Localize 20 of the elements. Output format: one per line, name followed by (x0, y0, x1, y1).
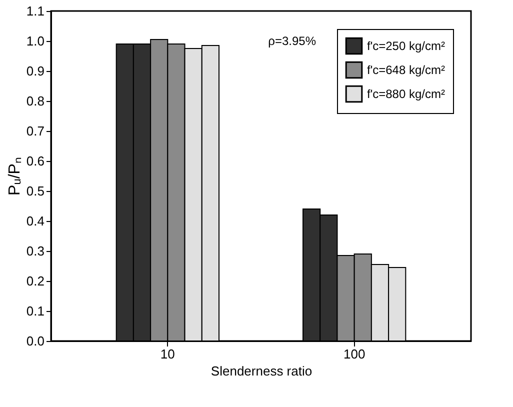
y-tick-label: 0.4 (26, 214, 44, 228)
y-tick-label: 1.1 (26, 4, 44, 18)
x-axis-title: Slenderness ratio (210, 364, 312, 378)
legend-label: f'c=250 kg/cm² (367, 39, 445, 53)
legend-label: f'c=880 kg/cm² (367, 87, 445, 101)
x-tick-label: 10 (160, 346, 175, 362)
y-tick-label: 0.6 (26, 154, 44, 168)
y-tick-label: 0.5 (26, 184, 44, 198)
y-axis-title: Pᵤ/Pₙ (6, 158, 24, 196)
y-tick-label: 1.0 (26, 34, 44, 48)
y-tick-label: 0.8 (26, 94, 44, 108)
legend-label: f'c=648 kg/cm² (367, 63, 445, 77)
y-tick-label: 0.2 (26, 274, 44, 288)
y-tick-label: 0.1 (26, 304, 44, 318)
y-tick-label: 0.9 (26, 64, 44, 78)
y-tick-label: 0.7 (26, 124, 44, 138)
x-tick-label: 100 (343, 346, 366, 362)
y-tick-label: 0.3 (26, 244, 44, 258)
y-tick-label: 0.0 (26, 334, 44, 348)
annotation: ρ=3.95% (268, 34, 316, 48)
